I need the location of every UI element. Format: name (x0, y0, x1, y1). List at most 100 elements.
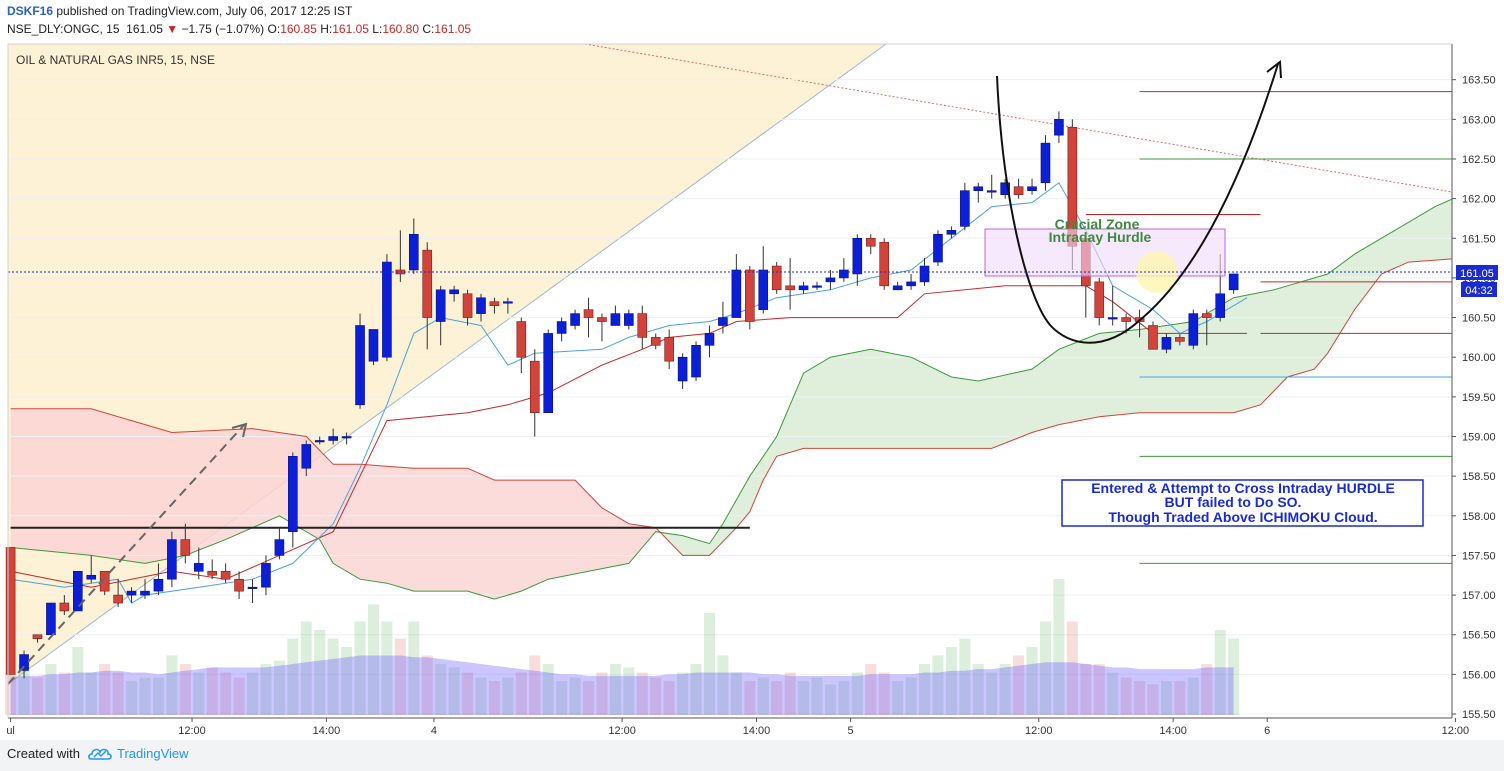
bullish-candle (1040, 142, 1051, 184)
bullish-candle (503, 301, 513, 304)
volume-bar (919, 664, 931, 715)
bearish-candle (489, 301, 500, 306)
volume-bar (300, 621, 312, 715)
bullish-candle (570, 313, 580, 326)
bullish-candle (906, 281, 916, 287)
author-link[interactable]: DSKF16 (7, 4, 54, 18)
bearish-candle (462, 293, 473, 318)
bullish-candle (1107, 317, 1118, 320)
bullish-candle (933, 234, 943, 263)
volume-bar (247, 672, 259, 715)
volume-bar (206, 667, 218, 715)
dashed-up-arrow[interactable] (7, 424, 245, 685)
volume-bar (811, 677, 823, 715)
bullish-candle (73, 571, 83, 612)
bullish-candle (408, 234, 419, 271)
x-tick-label: 14:00 (1159, 725, 1187, 737)
bearish-candle (113, 594, 123, 604)
volume-bar (45, 664, 57, 715)
annotations: Crucial Zone Intraday Hurdle Entered & A… (7, 60, 1424, 685)
bullish-candle (960, 190, 970, 227)
price-chart[interactable]: Crucial Zone Intraday Hurdle Entered & A… (0, 40, 1504, 740)
x-tick-label: 5 (848, 725, 854, 737)
x-axis-ticks: ul 12:00 14:00 4 12:00 14:00 5 12:00 14:00 6 12:00… (6, 718, 1469, 737)
volume-bar (945, 647, 957, 715)
volume-bar (932, 655, 944, 715)
y-tick-label: 158.50 (1462, 471, 1496, 483)
descending-dotted-trendline[interactable] (584, 43, 1453, 193)
bearish-candle (99, 571, 110, 592)
volume-bar (959, 638, 971, 715)
bullish-candle (1215, 293, 1225, 318)
volume-bar (1066, 621, 1078, 715)
volume-bar (542, 664, 554, 715)
volume-bar (5, 672, 17, 715)
volume-bar (1013, 655, 1025, 715)
low-label: L: (372, 22, 383, 36)
tradingview-cloud-icon[interactable] (87, 745, 113, 763)
volume-bar (58, 672, 70, 715)
volume-bar (569, 677, 581, 715)
volume-bar (327, 638, 339, 715)
volume-bar (1174, 681, 1186, 715)
zone-title-1: Crucial Zone (1055, 216, 1140, 232)
price-tag-text: 161.05 (1460, 268, 1494, 280)
x-tick-label: 12:00 (608, 725, 636, 737)
note-line-1: Entered & Attempt to Cross Intraday HURD… (1091, 480, 1395, 496)
bullish-candle (1161, 337, 1172, 350)
close-label: C: (422, 22, 435, 36)
bullish-candle (382, 261, 392, 358)
bullish-candle (1228, 273, 1239, 291)
volume-bar (502, 677, 514, 715)
volume-bar (583, 681, 595, 715)
bullish-candle (691, 345, 701, 378)
note-line-3: Though Traded Above ICHIMOKU Cloud. (1108, 509, 1377, 525)
bullish-candle (946, 230, 957, 235)
bearish-candle (180, 539, 191, 556)
bullish-candle (1000, 182, 1010, 195)
y-tick-label: 162.50 (1462, 154, 1496, 166)
chart-header: DSKF16 published on TradingView.com, Jul… (0, 0, 1504, 40)
volume-bar (126, 681, 138, 715)
bullish-candle (46, 602, 56, 636)
price-path-arrow[interactable] (996, 63, 1279, 344)
bullish-candle (718, 317, 728, 326)
bullish-candle (1027, 186, 1037, 191)
volume-bar (1187, 677, 1199, 715)
horizontal-levels (10, 91, 1504, 564)
fan-trend-line[interactable] (7, 43, 887, 685)
bearish-candle (220, 571, 231, 580)
volume-bar (354, 621, 366, 715)
bearish-candle (1094, 281, 1105, 318)
y-tick-label: 156.50 (1462, 630, 1496, 642)
tradingview-link[interactable]: TradingView (117, 746, 189, 761)
bullish-candle (556, 321, 567, 334)
note-line-2: BUT failed to Do SO. (1165, 494, 1302, 510)
volume-bar (892, 681, 904, 715)
bullish-candle (261, 563, 271, 588)
y-tick-label: 161.50 (1462, 233, 1496, 245)
volume-bar (341, 647, 353, 715)
volume-bar (905, 677, 917, 715)
bullish-candle (314, 440, 325, 443)
volume-bar (596, 672, 608, 715)
volume-bars (5, 579, 1240, 715)
volume-bar (1120, 677, 1132, 715)
note-box[interactable] (1061, 479, 1424, 527)
volume-bar (515, 672, 527, 715)
y-tick-label: 158.00 (1462, 511, 1496, 523)
volume-bar (18, 664, 30, 715)
symbol-title: OIL & NATURAL GAS INR5, 15, NSE (16, 53, 215, 67)
bullish-candle (825, 277, 836, 283)
bullish-candle (731, 269, 742, 318)
bearish-candle (650, 337, 661, 346)
volume-bar (1039, 621, 1051, 715)
last-price: 161.05 (126, 22, 163, 36)
volume-bar (1201, 664, 1213, 715)
bullish-candle (610, 313, 621, 326)
bullish-candle (704, 333, 715, 346)
bullish-candle (919, 265, 930, 283)
y-axis-panel[interactable] (1452, 44, 1504, 719)
bearish-candle (744, 269, 755, 322)
y-tick-label: 160.50 (1462, 313, 1496, 325)
